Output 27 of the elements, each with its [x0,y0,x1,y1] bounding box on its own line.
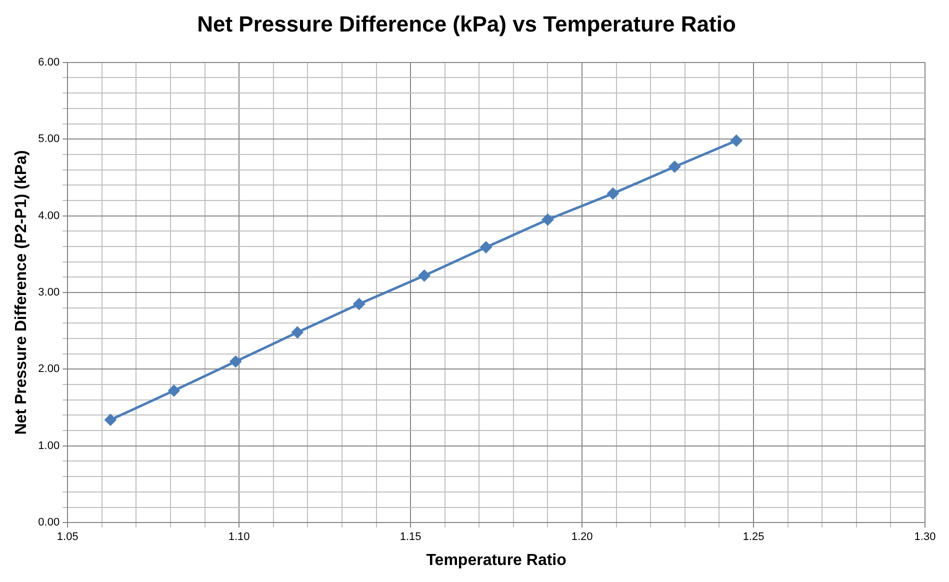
y-tick-label: 5.00 [38,133,60,146]
chart-title: Net Pressure Difference (kPa) vs Temperature Ratio [197,11,736,36]
x-tick-label: 1.05 [56,531,78,544]
x-tick-label: 1.25 [742,531,764,544]
point [606,188,619,200]
y-tick-label: 3.00 [38,286,60,299]
point [480,241,492,254]
point [668,160,681,173]
point [168,384,180,397]
point [542,214,554,226]
point [353,298,366,310]
point [730,134,742,147]
point [104,414,116,426]
y-tick-label: 6.00 [38,56,60,68]
x-tick-label: 1.30 [914,531,936,544]
point [230,356,242,368]
x-tick-label: 1.10 [228,531,250,544]
x-axis-title: Temperature Ratio [426,552,567,569]
y-tick-label: 4.00 [38,210,60,222]
y-axis-title: Net Pressure Difference (P2-P1) (kPa) [13,150,30,435]
point [418,270,430,282]
x-tick-label: 1.20 [571,531,593,544]
y-tick-label: 1.00 [38,440,60,452]
y-tick-label: 2.00 [38,363,60,376]
point [291,326,304,338]
y-tick-label: 0.00 [38,516,60,529]
x-tick-label: 1.15 [400,531,422,544]
